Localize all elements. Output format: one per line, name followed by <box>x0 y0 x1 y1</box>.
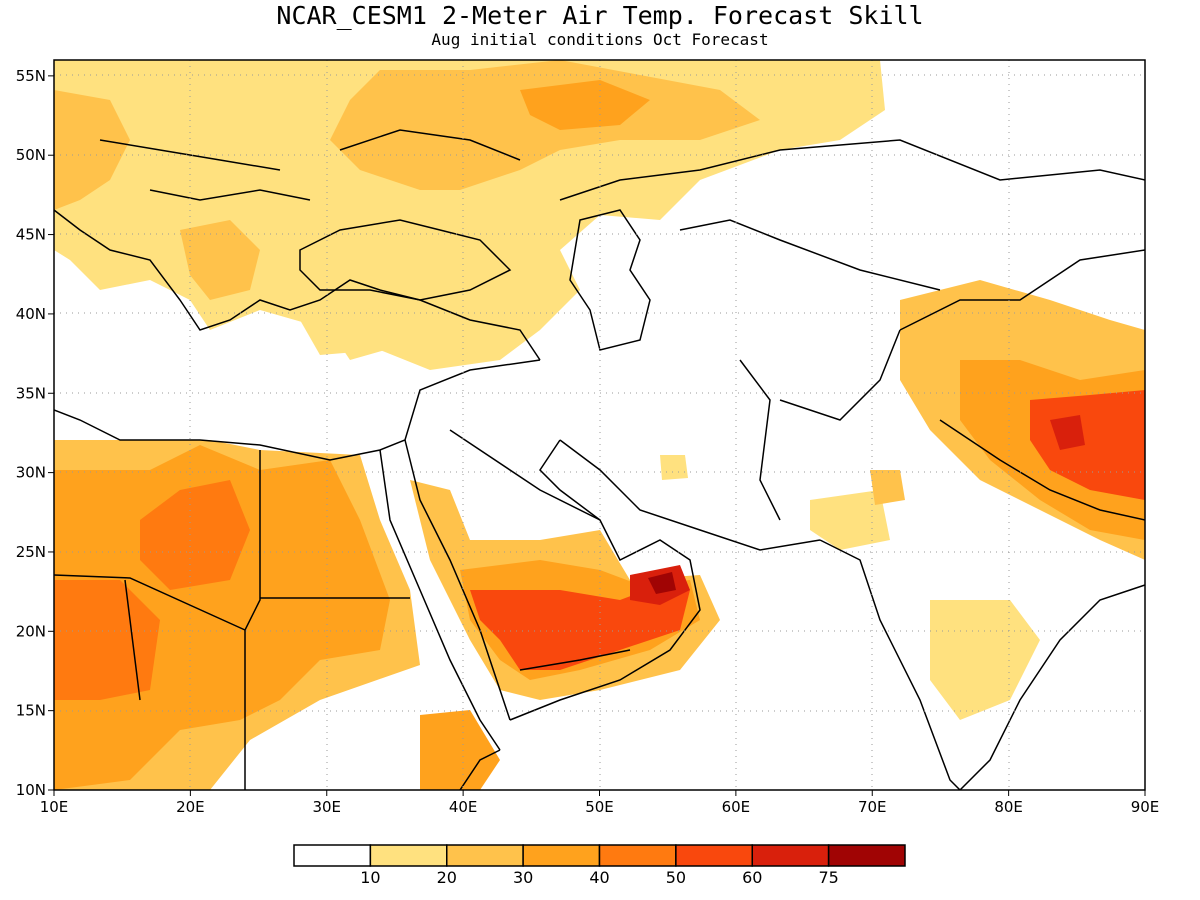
y-axis: 10N 15N 20N 25N 30N 35N 40N 45N 50N 55N <box>16 67 54 799</box>
map-subtitle: Aug initial conditions Oct Forecast <box>431 30 768 49</box>
border-china <box>899 249 1145 331</box>
skill-region-oman-core <box>648 572 676 594</box>
colorbar-label: 60 <box>742 868 762 887</box>
skill-shading <box>54 60 1145 790</box>
border-europe-1 <box>99 139 281 171</box>
y-tick-label: 10N <box>16 781 46 799</box>
border-egypt-libya <box>244 450 261 790</box>
coast-red-sea-west <box>379 449 501 751</box>
skill-region-ukraine <box>330 60 760 190</box>
coast-arabia-west <box>404 439 511 721</box>
colorbar-swatch <box>827 844 906 867</box>
border-russia <box>559 139 1145 201</box>
y-tick-label: 45N <box>16 226 46 244</box>
colorbar-label: 10 <box>360 868 380 887</box>
skill-region-india-1 <box>930 600 1040 720</box>
x-axis: 10E 20E 30E 40E 50E 60E 70E 80E 90E <box>40 790 1160 816</box>
skill-region-volga <box>520 80 650 130</box>
skill-region-tibet-peak <box>1050 415 1085 450</box>
colorbar-swatch <box>446 844 524 867</box>
coast-iran <box>559 439 821 551</box>
x-tick-label: 50E <box>585 798 614 816</box>
border-kazakh <box>679 219 941 291</box>
coastlines <box>54 129 1145 790</box>
x-tick-label: 30E <box>312 798 341 816</box>
border-europe-2 <box>149 189 311 201</box>
skill-region-india-3 <box>870 470 905 505</box>
colorbar-swatch <box>675 844 753 867</box>
border-saudi <box>449 429 601 521</box>
x-tick-label: 80E <box>994 798 1023 816</box>
border-chad <box>54 574 246 631</box>
colorbar-label: 50 <box>666 868 686 887</box>
coast-arabia-south <box>509 439 701 721</box>
colorbar-label: 75 <box>818 868 838 887</box>
x-tick-label: 10E <box>40 798 69 816</box>
map-title: NCAR_CESM1 2-Meter Air Temp. Forecast Sk… <box>276 1 923 30</box>
x-tick-label: 90E <box>1131 798 1160 816</box>
skill-region-rubalkhali <box>470 585 690 670</box>
y-tick-label: 20N <box>16 622 46 640</box>
border-afghan-pak <box>779 329 901 421</box>
x-tick-label: 40E <box>449 798 478 816</box>
y-tick-label: 25N <box>16 543 46 561</box>
x-tick-label: 70E <box>858 798 887 816</box>
skill-region-anatolia <box>300 300 540 370</box>
colorbar-swatch <box>598 844 677 867</box>
skill-region-sahara-l3 <box>54 445 390 790</box>
coast-horn <box>459 749 501 790</box>
colorbar-label: 40 <box>589 868 609 887</box>
colorbar-label: 30 <box>513 868 533 887</box>
colorbar-swatch <box>522 844 601 867</box>
y-tick-label: 30N <box>16 464 46 482</box>
y-tick-label: 40N <box>16 305 46 323</box>
skill-region-eastafrica <box>420 710 500 790</box>
skill-region-westeurope <box>54 90 130 210</box>
y-tick-label: 55N <box>16 67 46 85</box>
coast-india <box>819 539 1145 790</box>
border-ukraine <box>339 129 521 161</box>
coast-caspian <box>569 209 651 351</box>
colorbar-swatch <box>751 844 830 867</box>
colorbar-swatch <box>369 844 448 867</box>
coast-black-sea <box>299 219 512 301</box>
y-tick-label: 50N <box>16 146 46 164</box>
coast-levant-africa <box>54 359 541 461</box>
border-iran-afghan <box>739 359 781 521</box>
coast-europe <box>54 209 541 361</box>
border-niger <box>124 579 141 701</box>
border-india-nepal <box>939 419 1145 521</box>
colorbar: 10 20 30 40 50 60 75 <box>293 844 906 887</box>
colorbar-label: 20 <box>437 868 457 887</box>
x-tick-label: 20E <box>176 798 205 816</box>
skill-region-balkans <box>180 220 260 300</box>
skill-region-india-2 <box>810 490 890 550</box>
map-area <box>54 60 1145 790</box>
x-tick-label: 60E <box>722 798 751 816</box>
y-tick-label: 35N <box>16 384 46 402</box>
skill-region-chad <box>54 580 160 700</box>
skill-region-libya-core <box>140 480 250 590</box>
y-tick-label: 15N <box>16 702 46 720</box>
colorbar-swatch <box>293 844 372 867</box>
skill-region-iran <box>660 455 688 480</box>
border-yemen <box>519 649 631 671</box>
